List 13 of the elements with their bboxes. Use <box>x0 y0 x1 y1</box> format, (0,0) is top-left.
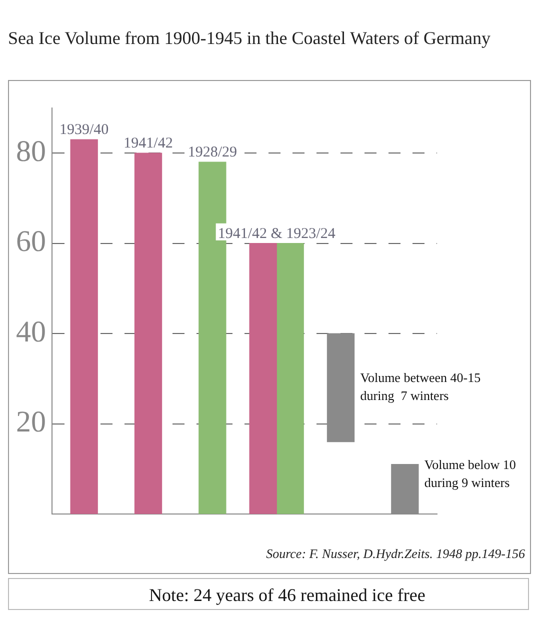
x-tick-label: 1928/29 <box>188 144 238 161</box>
y-tick-label: 20 <box>16 406 46 439</box>
y-tick-label: 60 <box>16 225 46 258</box>
text: Note: 24 years of 46 remained ice free <box>8 578 529 610</box>
x-tick-label: 1939/40 <box>59 122 109 138</box>
annotation: Volume below 10 during 9 winters <box>424 456 516 490</box>
source-note: Source: F. Nusser, D.Hydr.Zeits. 1948 pp.149-156 <box>266 546 525 562</box>
x-tick-label: 1941/42 & 1923/24 <box>218 226 336 242</box>
annotation: Volume between 40-15 during 7 winters <box>360 370 481 404</box>
y-tick-label: 80 <box>16 134 46 168</box>
y-tick-label: 40 <box>16 315 46 348</box>
x-tick-label: 1941/42 <box>124 136 173 152</box>
chart-title: Sea Ice Volume from 1900-1945 in the Coastel Waters of Germany <box>8 28 492 49</box>
